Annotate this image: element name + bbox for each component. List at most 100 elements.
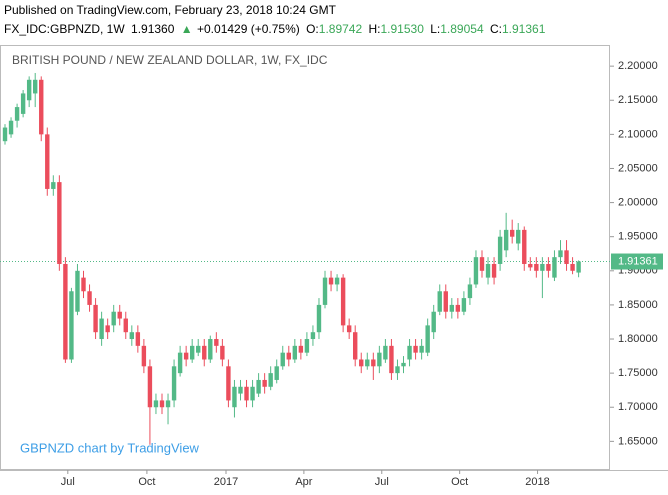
candle-body	[129, 332, 135, 340]
chart-title: BRITISH POUND / NEW ZEALAND DOLLAR, 1W, …	[12, 53, 328, 67]
candle-body	[39, 79, 44, 135]
y-tick-label: 2.15000	[618, 94, 658, 106]
candle-body	[461, 298, 467, 312]
candle-body	[558, 250, 563, 258]
candle-body	[159, 400, 165, 408]
candle-body	[147, 366, 153, 408]
candle-body	[33, 79, 38, 94]
candle-body	[256, 379, 261, 394]
candle-body	[310, 332, 316, 340]
candle-body	[540, 263, 545, 271]
x-tick-label: 2018	[525, 476, 549, 488]
candle-body	[467, 284, 473, 299]
last-price-label: 1.91361	[618, 255, 658, 267]
c-value: 1.91361	[502, 22, 546, 36]
candle-body	[431, 311, 436, 333]
candle-body	[552, 257, 557, 278]
candle-body	[75, 270, 80, 312]
x-tick-label: Oct	[451, 476, 468, 488]
candle-body	[250, 386, 255, 401]
candle-body	[268, 373, 273, 387]
candle-body	[171, 366, 177, 401]
x-tick-label: Jul	[61, 476, 75, 488]
candle-body	[528, 263, 533, 268]
candle-body	[244, 386, 249, 401]
x-tick-label: Oct	[138, 476, 155, 488]
candle-body	[26, 79, 32, 101]
candle-body	[196, 345, 201, 353]
candle-body	[503, 229, 509, 251]
y-tick-label: 1.85000	[618, 299, 658, 311]
y-tick-label: 2.05000	[618, 162, 658, 174]
h-value: 1.91530	[381, 22, 425, 36]
candle-body	[419, 345, 424, 353]
header: FX_IDC:GBPNZD, 1W 1.91360 ▲ +0.01429 (+0…	[4, 22, 546, 36]
candle-body	[183, 352, 189, 360]
candle-body	[99, 318, 104, 340]
candle-body	[274, 366, 279, 380]
candle-body	[473, 257, 479, 285]
candle-body	[87, 291, 92, 305]
y-tick-label: 1.65000	[618, 435, 658, 447]
candle-body	[564, 250, 569, 264]
l-value: 1.89054	[440, 22, 484, 36]
candle-body	[238, 386, 243, 394]
candle-body	[576, 261, 581, 273]
candle-body	[485, 263, 491, 278]
candle-body	[280, 352, 285, 367]
candle-body	[534, 263, 539, 271]
candle-body	[177, 352, 183, 374]
candle-body	[365, 359, 370, 367]
candle-body	[371, 359, 376, 367]
candle-body	[546, 263, 551, 271]
candle-body	[407, 345, 412, 360]
candle-body	[57, 182, 62, 264]
published: Published on TradingView.com, February 2…	[4, 3, 337, 17]
candle-body	[2, 127, 8, 142]
candle-body	[286, 352, 291, 360]
candle-body	[516, 229, 521, 244]
candle-body	[383, 345, 388, 360]
candle-body	[570, 263, 575, 271]
watermark: GBPNZD chart by TradingView	[20, 440, 200, 455]
candle-body	[189, 345, 195, 360]
candle-body	[105, 325, 110, 333]
candle-body	[232, 386, 237, 408]
y-tick-label: 2.20000	[618, 60, 658, 72]
y-tick-label: 1.80000	[618, 333, 658, 345]
y-tick-label: 2.10000	[618, 128, 658, 140]
candle-body	[135, 332, 141, 346]
price: 1.91360	[131, 22, 175, 36]
y-tick-label: 1.75000	[618, 367, 658, 379]
candle-body	[214, 339, 219, 346]
y-tick-label: 2.00000	[618, 196, 658, 208]
candle-body	[413, 345, 418, 353]
candle-body	[262, 379, 267, 387]
candle-body	[316, 304, 322, 333]
candle-body	[20, 93, 26, 114]
up-arrow: ▲	[181, 22, 193, 36]
candle-body	[45, 134, 50, 189]
h-label: H:	[369, 22, 381, 36]
x-tick-label: Jul	[375, 476, 389, 488]
candle-body	[322, 277, 328, 305]
o-label: O:	[306, 22, 319, 36]
candle-body	[346, 325, 352, 333]
candle-body	[14, 107, 20, 121]
candle-body	[81, 277, 86, 292]
candle-body	[455, 304, 461, 312]
candle-body	[377, 352, 382, 367]
candle-body	[208, 339, 213, 360]
candle-body	[425, 325, 430, 353]
candle-body	[141, 345, 147, 367]
c-label: C:	[490, 22, 502, 36]
candle-body	[111, 311, 116, 326]
candle-body	[491, 263, 497, 278]
candle-body	[123, 318, 128, 333]
candle-body	[298, 345, 304, 353]
candle-body	[220, 345, 225, 360]
last-price-box	[611, 253, 663, 270]
candle-body	[328, 277, 334, 285]
